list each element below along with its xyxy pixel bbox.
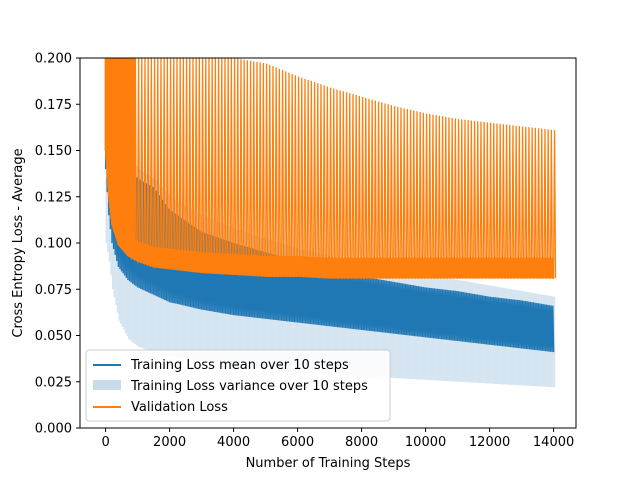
x-tick-label: 8000: [345, 435, 378, 450]
legend-box: [85, 349, 391, 422]
variance-band-segment: [553, 296, 556, 388]
x-tick-label: 14000: [533, 435, 574, 450]
y-axis-label: Cross Entropy Loss - Average: [11, 148, 26, 337]
legend: Training Loss mean over 10 steps Trainin…: [85, 349, 391, 422]
y-tick-label: 0.150: [35, 144, 72, 159]
legend-swatch-training-variance: [93, 380, 121, 390]
y-tick-label: 0.050: [35, 329, 72, 344]
x-tick-label: 0: [101, 435, 109, 450]
y-tick-label: 0.075: [35, 283, 72, 298]
x-axis-label: Number of Training Steps: [246, 456, 411, 471]
legend-label-validation: Validation Loss: [131, 400, 228, 415]
y-tick-label: 0.200: [35, 52, 72, 67]
y-tick-label: 0.025: [35, 375, 72, 390]
x-tick-label: 10000: [405, 435, 446, 450]
x-tick-label: 12000: [469, 435, 510, 450]
series-training-mean: [104, 58, 555, 353]
y-tick-label: 0.175: [35, 98, 72, 113]
x-tick-label: 6000: [281, 435, 314, 450]
y-axis: 0.000 0.025 0.050 0.075 0.100 0.125 0.150 0.175…: [35, 52, 80, 437]
x-axis: 0 2000 4000 6000 8000 10000 12000 14000: [101, 428, 574, 450]
series-layer: [104, 58, 557, 388]
series-validation: [104, 58, 557, 279]
legend-label-training-mean: Training Loss mean over 10 steps: [130, 358, 349, 373]
y-tick-label: 0.100: [35, 237, 72, 252]
legend-label-training-variance: Training Loss variance over 10 steps: [130, 379, 368, 394]
x-tick-label: 4000: [217, 435, 250, 450]
validation-spikes: [104, 58, 557, 279]
x-tick-label: 2000: [153, 435, 186, 450]
y-tick-label: 0.000: [35, 422, 72, 437]
y-tick-label: 0.125: [35, 190, 72, 205]
